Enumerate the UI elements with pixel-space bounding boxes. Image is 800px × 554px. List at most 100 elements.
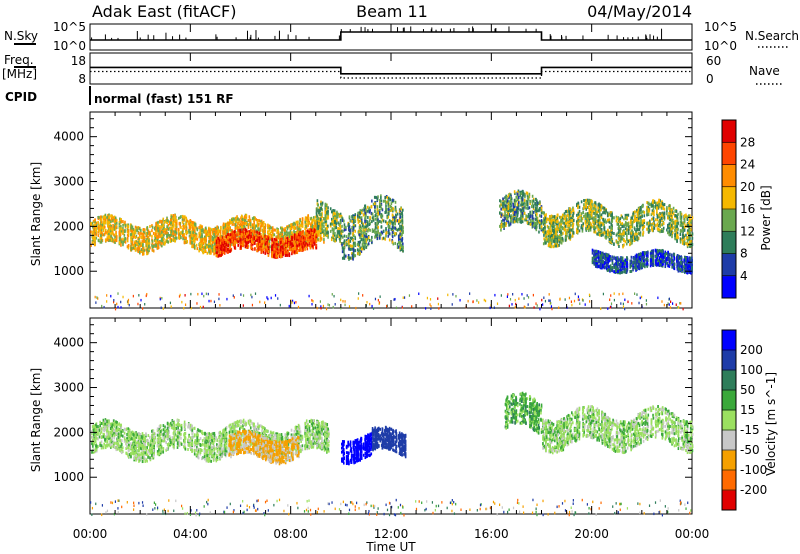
- power-echo-cell: [358, 243, 361, 247]
- power-echo-cell: [341, 256, 344, 260]
- power-echo-cell: [151, 243, 153, 247]
- power-echo-cell: [316, 199, 319, 203]
- power-echo-cell: [204, 240, 206, 244]
- power-echo-cell: [245, 235, 248, 239]
- power-echo-cell: [223, 240, 226, 244]
- power-echo-cell: [388, 232, 391, 236]
- power-echo-cell: [113, 225, 116, 229]
- power-echo-cell: [267, 226, 269, 230]
- power-echo-cell: [334, 239, 337, 243]
- power-echo-cell: [175, 225, 178, 229]
- power-echo-cell: [289, 245, 291, 249]
- power-echo-cell: [163, 220, 166, 224]
- power-echo-cell: [260, 223, 263, 227]
- power-echo-cell: [345, 240, 348, 244]
- power-echo-cell: [536, 203, 539, 207]
- power-echo-cell: [316, 209, 318, 213]
- power-echo-cell: [185, 220, 187, 224]
- power-echo-cell: [399, 215, 401, 219]
- power-echo-cell: [326, 224, 329, 228]
- power-echo-cell: [352, 247, 355, 251]
- power-echo-cell: [267, 250, 270, 254]
- power-echo-cell: [343, 234, 346, 238]
- power-echo-cell: [354, 213, 357, 217]
- power-echo-cell: [255, 229, 258, 233]
- power-echo-cell: [99, 230, 102, 234]
- power-echo-cell: [343, 223, 346, 227]
- power-echo-cell: [162, 223, 165, 227]
- power-echo-cell: [327, 231, 329, 235]
- power-echo-cell: [500, 224, 502, 228]
- power-echo-cell: [343, 253, 346, 257]
- power-echo-cell: [279, 226, 282, 230]
- power-echo-cell: [188, 229, 190, 233]
- power-echo-cell: [281, 254, 283, 258]
- power-echo-cell: [307, 214, 310, 218]
- power-echo-cell: [376, 208, 379, 212]
- power-echo-cell: [380, 204, 382, 208]
- power-echo-cell: [142, 247, 144, 251]
- power-echo-cell: [389, 204, 391, 208]
- power-echo-cell: [301, 243, 304, 247]
- power-echo-cell: [114, 216, 117, 220]
- power-echo-cell: [100, 228, 103, 232]
- power-echo-cell: [336, 211, 338, 215]
- power-echo-cell: [223, 251, 226, 255]
- power-echo-cell: [131, 242, 134, 246]
- power-echo-cell: [336, 218, 338, 222]
- power-echo-cell: [326, 233, 328, 237]
- power-echo-cell: [364, 225, 367, 229]
- power-echo-cell: [376, 205, 379, 209]
- power-echo-cell: [305, 223, 308, 227]
- power-echo-cell: [290, 235, 292, 239]
- power-echo-cell: [316, 223, 319, 227]
- power-echo-cell: [362, 240, 365, 244]
- power-echo-cell: [142, 252, 145, 256]
- power-echo-cell: [348, 229, 351, 233]
- power-echo-cell: [202, 242, 204, 246]
- power-echo-cell: [234, 235, 236, 239]
- power-echo-cell: [366, 235, 368, 239]
- power-echo-cell: [341, 229, 344, 233]
- power-echo-cell: [239, 240, 242, 244]
- power-echo-cell: [316, 215, 318, 219]
- power-echo-cell: [154, 236, 157, 240]
- nsearch-rtick-top: 10^5: [704, 20, 737, 34]
- power-echo-cell: [177, 227, 180, 231]
- power-echo-cell: [244, 221, 246, 225]
- power-echo-cell: [341, 217, 344, 221]
- power-echo-cell: [233, 217, 235, 221]
- power-echo-cell: [512, 206, 515, 210]
- power-echo-cell: [123, 233, 126, 237]
- power-echo-cell: [141, 232, 144, 236]
- power-echo-cell: [521, 214, 524, 218]
- power-echo-cell: [267, 253, 270, 257]
- power-echo-cell: [314, 223, 317, 227]
- power-echo-cell: [386, 216, 389, 220]
- power-echo-cell: [130, 232, 133, 236]
- power-echo-cell: [329, 224, 332, 228]
- power-echo-cell: [260, 225, 262, 229]
- power-echo-cell: [157, 223, 159, 227]
- power-echo-cell: [142, 233, 145, 237]
- power-echo-cell: [352, 249, 355, 253]
- power-echo-cell: [375, 234, 377, 238]
- power-echo-cell: [240, 235, 243, 239]
- power-echo-cell: [136, 228, 139, 232]
- power-echo-cell: [349, 219, 352, 223]
- power-echo-cell: [352, 238, 354, 242]
- power-echo-cell: [365, 235, 367, 239]
- power-echo-cell: [329, 207, 332, 211]
- power-echo-cell: [240, 232, 243, 236]
- power-echo-cell: [400, 244, 403, 248]
- power-echo-cell: [259, 233, 262, 237]
- power-echo-cell: [294, 222, 296, 226]
- power-echo-cell: [92, 225, 94, 229]
- power-echo-cell: [271, 226, 274, 230]
- power-echo-cell: [339, 230, 342, 234]
- power-echo-cell: [385, 210, 388, 214]
- power-echo-cell: [374, 235, 376, 239]
- power-echo-cell: [244, 232, 246, 236]
- power-echo-cell: [161, 242, 163, 246]
- power-echo-cell: [247, 223, 250, 227]
